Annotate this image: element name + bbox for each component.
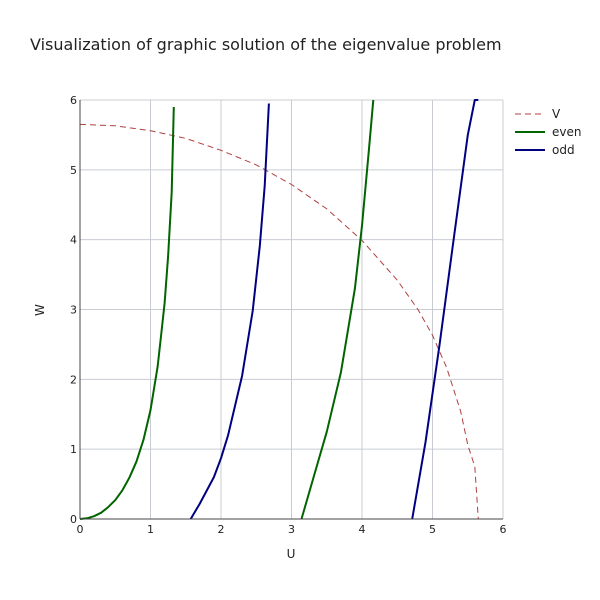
legend-label-odd: odd <box>552 143 575 157</box>
x-tick-label: 3 <box>288 523 295 536</box>
grid <box>79 99 504 520</box>
x-tick-label: 0 <box>77 523 84 536</box>
series-line-odd-3 <box>189 103 270 520</box>
series-line-V-0 <box>79 123 479 520</box>
series-line-even-1 <box>79 106 175 520</box>
y-axis-label: W <box>33 304 47 316</box>
axes: 0 1 2 3 4 5 6 0 1 2 3 4 5 6 <box>70 94 507 536</box>
y-tick-label: 1 <box>70 443 77 456</box>
chart-title: Visualization of graphic solution of the… <box>30 35 502 54</box>
x-tick-label: 2 <box>218 523 225 536</box>
legend-label-even: even <box>552 125 581 139</box>
series-line-odd-4 <box>411 99 479 520</box>
series-lines <box>79 99 479 520</box>
y-tick-label: 5 <box>70 164 77 177</box>
x-tick-label: 5 <box>429 523 436 536</box>
x-tick-label: 1 <box>147 523 154 536</box>
x-axis-label: U <box>287 547 296 561</box>
y-tick-label: 4 <box>70 234 77 247</box>
x-tick-label: 6 <box>500 523 507 536</box>
x-tick-label: 4 <box>359 523 366 536</box>
y-tick-label: 0 <box>70 513 77 526</box>
y-tick-label: 6 <box>70 94 77 107</box>
series-line-even-2 <box>300 99 375 520</box>
y-tick-label: 3 <box>70 304 77 317</box>
y-tick-label: 2 <box>70 373 77 386</box>
legend-label-V: V <box>552 107 561 121</box>
